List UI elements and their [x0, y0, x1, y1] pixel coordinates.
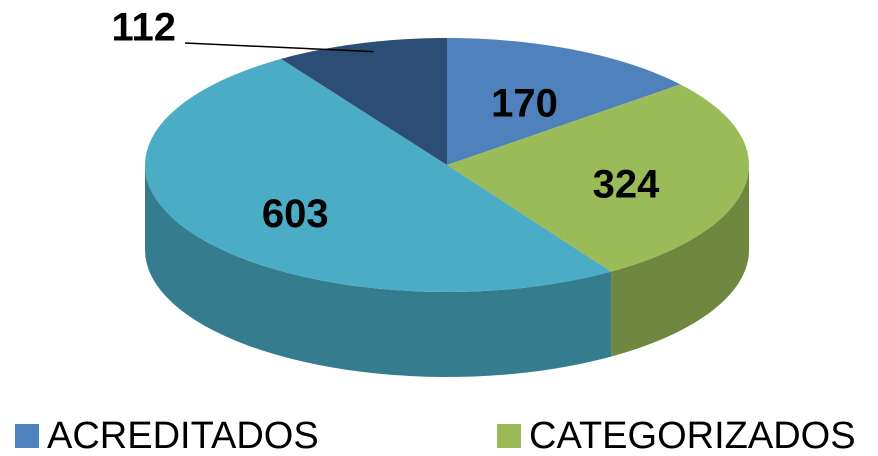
slice-side: [145, 165, 612, 377]
leader-line: [184, 42, 374, 53]
slice-side: [611, 165, 749, 357]
slice: [447, 84, 749, 272]
slice: [280, 38, 447, 165]
value-label: 603: [262, 192, 329, 236]
legend-swatch: [497, 424, 521, 448]
value-label: 170: [491, 82, 558, 126]
value-label: 324: [593, 162, 660, 206]
slice: [145, 58, 612, 292]
legend-swatch: [15, 424, 39, 448]
value-label: 112: [111, 6, 176, 50]
legend-label: CATEGORIZADOS: [529, 415, 856, 456]
legend-label: ACREDITADOS: [47, 415, 319, 456]
slice: [447, 38, 681, 165]
